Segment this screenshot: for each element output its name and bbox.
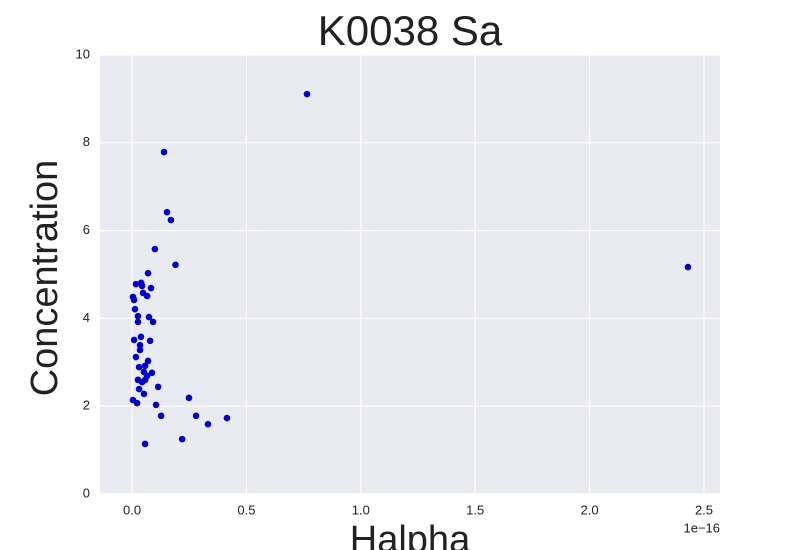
x-tick-label: 1.5 (466, 502, 484, 517)
y-tick-label: 0 (83, 485, 90, 500)
point (151, 245, 159, 253)
point (143, 292, 151, 300)
x-offset-label: 1e−16 (683, 520, 720, 535)
point (146, 337, 154, 345)
point (149, 318, 157, 326)
y-tick-label: 10 (76, 46, 90, 61)
point (152, 401, 160, 409)
point (134, 318, 142, 326)
point (148, 369, 156, 377)
point (154, 383, 162, 391)
point (167, 216, 175, 224)
point (204, 420, 212, 428)
point (134, 312, 142, 320)
point (178, 435, 186, 443)
x-tick-label: 2.5 (695, 502, 713, 517)
point (137, 333, 145, 341)
point (130, 296, 138, 304)
point (192, 412, 200, 420)
point (160, 148, 168, 156)
point (138, 282, 146, 290)
y-tick-label: 4 (83, 310, 90, 325)
point (135, 385, 143, 393)
point (131, 305, 139, 313)
point (138, 378, 146, 386)
point (136, 341, 144, 349)
x-tick-label: 0.5 (237, 502, 255, 517)
point (163, 208, 171, 216)
point (141, 362, 149, 370)
point (136, 346, 144, 354)
y-tick-label: 2 (83, 398, 90, 413)
point (684, 263, 692, 271)
y-tick-label: 6 (83, 222, 90, 237)
point (132, 353, 140, 361)
point (145, 313, 153, 321)
point (144, 269, 152, 277)
point (172, 261, 179, 269)
point (130, 336, 138, 344)
plot-background (100, 55, 720, 494)
point (303, 90, 311, 98)
point (132, 280, 140, 288)
y-tick-label: 8 (83, 134, 90, 149)
point (133, 399, 141, 407)
chart-title: K0038 Sa (318, 7, 503, 54)
x-tick-label: 2.0 (581, 502, 599, 517)
point (223, 414, 231, 422)
x-tick-label: 0.0 (123, 502, 141, 517)
point (140, 390, 148, 398)
point (157, 412, 165, 420)
point (144, 357, 152, 365)
x-axis-label: Halpha (350, 519, 471, 550)
point (135, 363, 143, 371)
point (141, 440, 149, 448)
point (147, 284, 155, 292)
point (185, 394, 193, 402)
y-axis-label: Concentration (24, 160, 66, 397)
x-tick-label: 1.0 (352, 502, 370, 517)
